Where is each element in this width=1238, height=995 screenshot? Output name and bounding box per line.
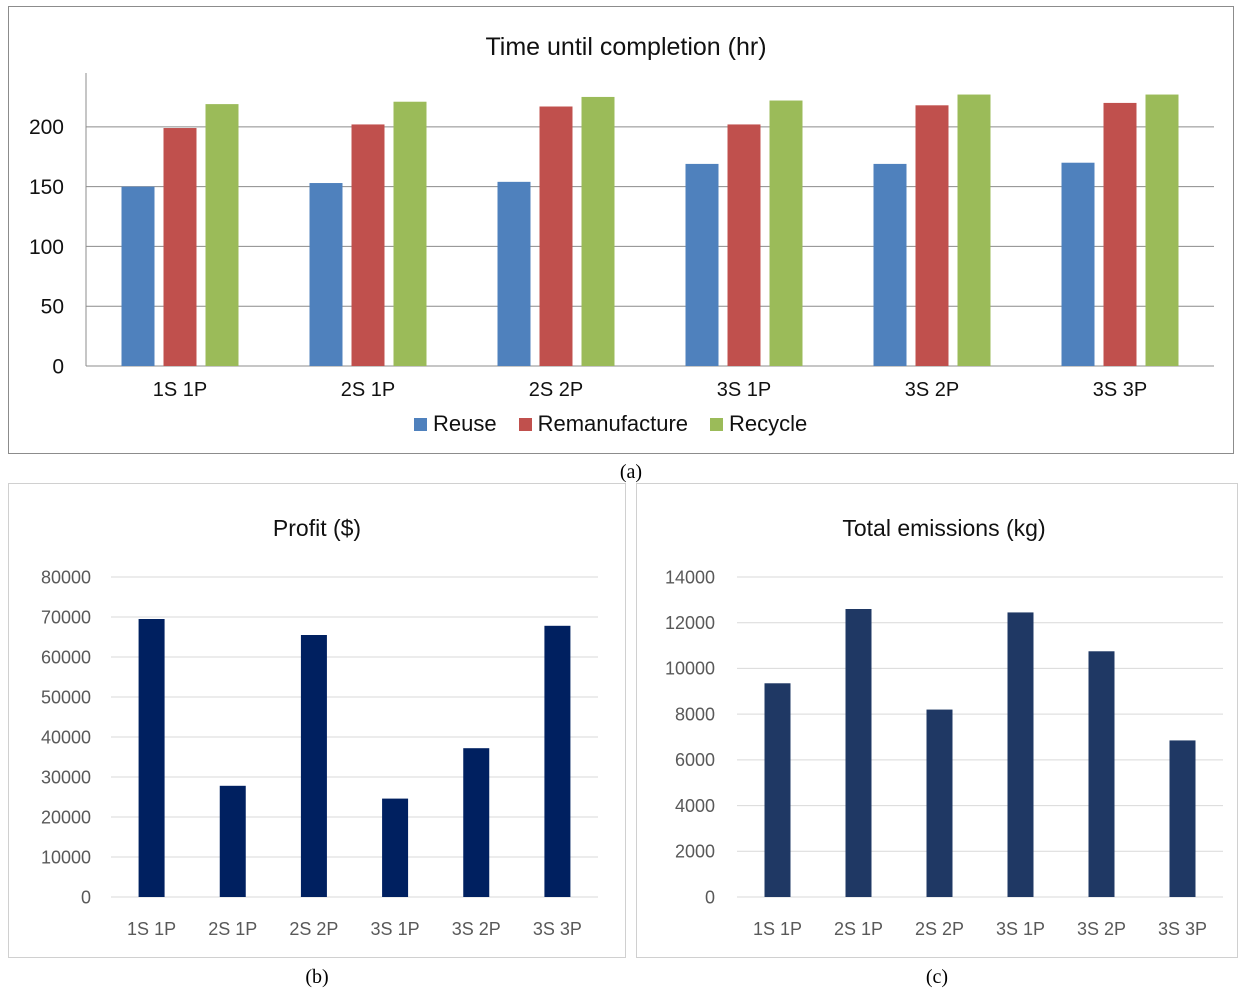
legend-swatch-remanufacture <box>518 417 532 431</box>
y-tick-label: 20000 <box>41 807 91 827</box>
bar-reuse-3s-3p <box>1061 162 1095 366</box>
legend-label-remanufacture: Remanufacture <box>537 411 689 436</box>
y-tick-label: 80000 <box>41 567 91 587</box>
legend-swatch-reuse <box>414 417 427 431</box>
bar-reuse-1s-1p <box>121 186 155 366</box>
bar-recycle-1s-1p <box>205 104 239 367</box>
y-tick-label: 200 <box>29 116 64 139</box>
bar-value-3s-2p <box>463 748 490 897</box>
x-tick-label: 3S 3P <box>1158 919 1207 939</box>
y-tick-label: 40000 <box>41 727 91 747</box>
y-tick-label: 50000 <box>41 687 91 707</box>
x-tick-label: 2S 2P <box>915 919 964 939</box>
bar-reuse-3s-2p <box>873 163 907 366</box>
legend-item-remanufacture: Remanufacture <box>518 411 689 437</box>
legend-label-recycle: Recycle <box>729 411 808 436</box>
x-tick-label: 1S 1P <box>153 379 207 401</box>
bar-remanufacture-2s-2p <box>539 106 573 367</box>
bar-value-1s-1p <box>138 619 165 897</box>
bar-remanufacture-3s-3p <box>1103 102 1137 367</box>
y-tick-label: 4000 <box>675 796 715 816</box>
bar-value-3s-3p <box>544 625 571 897</box>
chart-a-frame: Time until completion (hr) 0 50 100 150 200 1S… <box>8 6 1234 454</box>
y-tick-label: 0 <box>81 887 91 907</box>
legend-swatch-recycle <box>710 417 724 431</box>
y-tick-label: 12000 <box>665 613 715 633</box>
bar-recycle-3s-2p <box>957 94 991 366</box>
x-tick-label: 3S 1P <box>996 919 1045 939</box>
profit-chart: Profit ($) 0 10000 20000 30000 40000 50000 6000… <box>41 515 598 939</box>
y-tick-label: 10000 <box>41 847 91 867</box>
x-tick-label: 2S 2P <box>529 379 583 401</box>
x-tick-label: 1S 1P <box>127 919 176 939</box>
y-tick-label: 10000 <box>665 659 715 679</box>
bar-reuse-2s-2p <box>497 181 531 366</box>
bar-reuse-2s-1p <box>309 183 343 366</box>
y-tick-label: 6000 <box>675 750 715 770</box>
bar-value-3s-1p <box>382 798 409 897</box>
bar-reuse-3s-1p <box>685 163 719 366</box>
x-tick-label: 3S 1P <box>717 379 771 401</box>
y-tick-label: 14000 <box>665 567 715 587</box>
legend-item-reuse: Reuse <box>414 411 497 437</box>
y-tick-label: 2000 <box>675 842 715 862</box>
x-tick-label: 2S 1P <box>341 379 395 401</box>
x-tick-label: 3S 1P <box>371 919 420 939</box>
bar-value-3s-3p <box>1169 740 1196 897</box>
x-tick-label: 3S 2P <box>905 379 959 401</box>
x-tick-label: 2S 1P <box>208 919 257 939</box>
bar-recycle-3s-3p <box>1145 94 1179 366</box>
y-tick-label: 0 <box>705 887 715 907</box>
y-tick-label: 70000 <box>41 607 91 627</box>
x-tick-label: 3S 3P <box>1093 379 1147 401</box>
x-tick-label: 1S 1P <box>753 919 802 939</box>
bar-value-2s-1p <box>845 609 872 897</box>
y-tick-label: 8000 <box>675 704 715 724</box>
y-tick-label: 100 <box>29 236 64 259</box>
total-emissions-chart: Total emissions (kg) 0 2000 4000 6000 8000 100… <box>665 515 1223 939</box>
bar-value-2s-1p <box>219 785 246 897</box>
bar-remanufacture-3s-2p <box>915 105 949 366</box>
y-tick-label: 0 <box>52 355 64 378</box>
caption-c: (c) <box>925 966 949 988</box>
bar-remanufacture-2s-1p <box>351 124 385 366</box>
bar-remanufacture-3s-1p <box>727 124 761 366</box>
legend-label-reuse: Reuse <box>433 411 497 436</box>
legend-item-recycle: Recycle <box>710 411 807 437</box>
bar-value-2s-2p <box>300 635 327 897</box>
y-tick-label: 60000 <box>41 647 91 667</box>
x-tick-label: 2S 2P <box>289 919 338 939</box>
bar-recycle-3s-1p <box>769 100 803 367</box>
y-tick-label: 50 <box>41 296 64 319</box>
caption-a: (a) <box>619 461 643 483</box>
bar-value-3s-2p <box>1088 651 1115 897</box>
bar-recycle-2s-2p <box>581 96 615 366</box>
x-tick-label: 3S 2P <box>1077 919 1126 939</box>
bar-recycle-2s-1p <box>393 101 427 367</box>
x-tick-label: 3S 3P <box>533 919 582 939</box>
chart-title: Time until completion (hr) <box>485 33 766 61</box>
x-tick-label: 2S 1P <box>834 919 883 939</box>
chart-a-legend: Reuse Remanufacture Recycle <box>414 411 821 437</box>
y-tick-label: 30000 <box>41 767 91 787</box>
chart-title: Profit ($) <box>273 515 361 541</box>
x-tick-label: 3S 2P <box>452 919 501 939</box>
bar-value-2s-2p <box>926 709 953 897</box>
y-tick-label: 150 <box>29 176 64 199</box>
caption-b: (b) <box>305 966 329 988</box>
chart-title: Total emissions (kg) <box>842 515 1045 541</box>
bar-remanufacture-1s-1p <box>163 128 197 366</box>
bar-value-3s-1p <box>1007 612 1034 897</box>
chart-b-frame: Profit ($) 0 10000 20000 30000 40000 50000 6000… <box>8 483 626 958</box>
time-until-completion-chart: Time until completion (hr) 0 50 100 150 200 1S… <box>29 33 1214 401</box>
chart-c-frame: Total emissions (kg) 0 2000 4000 6000 8000 100… <box>636 483 1238 958</box>
bar-value-1s-1p <box>764 683 791 897</box>
